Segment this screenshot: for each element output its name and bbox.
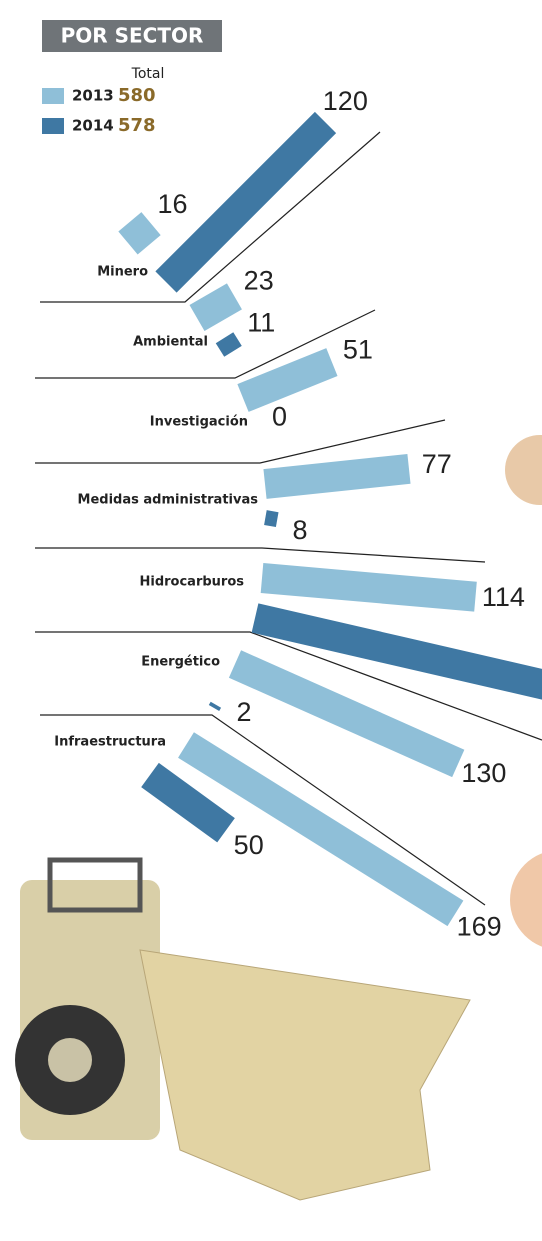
value-label: 2: [236, 697, 251, 727]
value-label: 51: [343, 335, 373, 365]
category-label: Investigación: [150, 415, 248, 430]
value-label: 50: [234, 830, 264, 860]
legend-total: 578: [118, 115, 156, 136]
legend-label: 2013: [72, 87, 114, 105]
category-label: Infraestructura: [54, 735, 166, 750]
category-label: Ambiental: [133, 335, 208, 350]
value-label: 11: [247, 307, 275, 337]
value-label: 8: [292, 515, 307, 545]
legend-swatch: [42, 88, 64, 104]
category-label: Minero: [97, 265, 148, 280]
legend-header: Total: [131, 66, 165, 82]
category-label: Hidrocarburos: [139, 575, 244, 590]
category-label: Energético: [141, 655, 220, 670]
value-label: 23: [244, 266, 274, 296]
value-label: 130: [461, 758, 506, 788]
value-label: 0: [272, 401, 287, 431]
value-label: 16: [157, 189, 187, 219]
value-label: 120: [323, 86, 368, 116]
legend-total: 580: [118, 85, 156, 106]
value-label: 114: [482, 582, 525, 612]
value-label: 77: [422, 449, 452, 479]
chart-title: POR SECTOR: [61, 24, 204, 48]
legend-label: 2014: [72, 117, 114, 135]
legend-swatch: [42, 118, 64, 134]
page: POR SECTOR Total Minero 16 120 Ambiental 23 1…: [0, 0, 542, 1241]
category-label: Medidas administrativas: [78, 493, 259, 508]
value-label: 169: [457, 911, 502, 941]
chart: POR SECTOR Total Minero 16 120 Ambiental 23 1…: [0, 0, 542, 1241]
